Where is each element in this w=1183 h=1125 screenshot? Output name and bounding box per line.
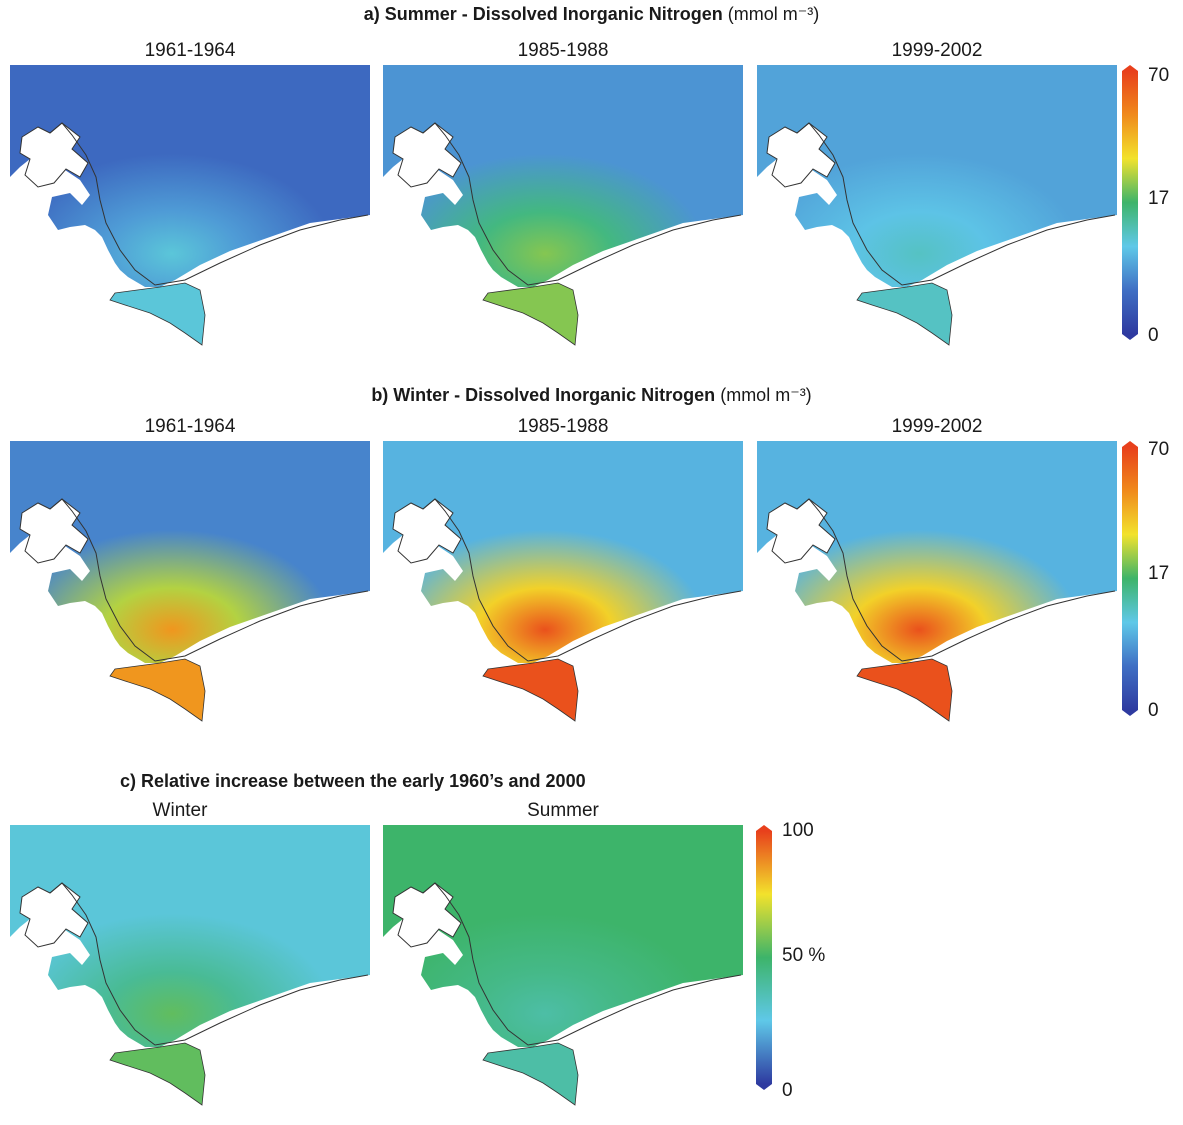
colorbar-max-cap	[756, 825, 772, 831]
colorbar-b-tick-mid: 17	[1148, 563, 1170, 584]
panel-b3-label: 1999-2002	[891, 416, 983, 437]
sea-field	[383, 825, 743, 1047]
lagoon-field	[483, 659, 578, 721]
panel-a2-label: 1985-1988	[517, 40, 609, 61]
lagoon-outline	[109, 658, 206, 722]
colorbar-min-cap	[756, 1084, 772, 1090]
colorbar-svg	[1122, 441, 1138, 716]
lagoon-outline	[856, 658, 953, 722]
lagoon-field	[483, 283, 578, 345]
map-svg	[383, 65, 743, 346]
panel-b2-label: 1985-1988	[517, 416, 609, 437]
sea-field	[10, 441, 370, 663]
map-panel-b2	[383, 441, 743, 741]
map-panel-a1	[10, 65, 370, 365]
coastline	[422, 122, 742, 286]
section-b-title-unit: (mmol m⁻³)	[720, 385, 812, 405]
map-svg	[757, 65, 1117, 346]
coastline	[49, 882, 369, 1046]
map-panel-a3	[757, 65, 1117, 365]
lagoon-field	[110, 283, 205, 345]
map-svg	[10, 825, 370, 1106]
colorbar-a-tick-max: 70	[1148, 65, 1170, 86]
sea-field	[10, 65, 370, 287]
lagoon-outline	[482, 658, 579, 722]
section-a-title: a) Summer - Dissolved Inorganic Nitrogen…	[0, 4, 1183, 25]
colorbar-svg	[1122, 65, 1138, 340]
map-panel-b3	[757, 441, 1117, 741]
sea-field	[383, 441, 743, 663]
colorbar-min-cap	[1122, 710, 1138, 716]
lagoon-outline	[109, 1042, 206, 1106]
map-svg	[757, 441, 1117, 722]
coastline	[422, 882, 742, 1046]
lagoon-outline	[482, 282, 579, 346]
colorbar-b-tick-min: 0	[1148, 700, 1159, 721]
sea-field	[10, 825, 370, 1047]
lagoon-outline	[109, 282, 206, 346]
colorbar-ramp	[1122, 447, 1138, 710]
lagoon-outline	[856, 282, 953, 346]
lagoon-field	[857, 659, 952, 721]
colorbar-svg	[756, 825, 772, 1090]
lagoon-field	[110, 1043, 205, 1105]
panel-a3-label: 1999-2002	[891, 40, 983, 61]
coastline	[796, 498, 1116, 662]
colorbar-b-tick-max: 70	[1148, 439, 1170, 460]
map-svg	[383, 825, 743, 1106]
lagoon-field	[483, 1043, 578, 1105]
colorbar-c	[756, 825, 772, 1090]
colorbar-c-tick-max: 100	[782, 820, 814, 841]
lagoon-outline	[482, 1042, 579, 1106]
lagoon-field	[857, 283, 952, 345]
section-b-title: b) Winter - Dissolved Inorganic Nitrogen…	[0, 385, 1183, 406]
lagoon-field	[110, 659, 205, 721]
map-panel-a2	[383, 65, 743, 365]
colorbar-max-cap	[1122, 65, 1138, 71]
map-panel-c1	[10, 825, 370, 1125]
map-panel-b1	[10, 441, 370, 741]
panel-c1-label: Winter	[152, 800, 208, 821]
panel-c2-label: Summer	[527, 800, 599, 821]
section-c-title-text: c) Relative increase between the early 1…	[120, 771, 586, 791]
map-svg	[10, 441, 370, 722]
map-svg	[10, 65, 370, 346]
sea-field	[757, 65, 1117, 287]
coastline	[49, 498, 369, 662]
section-b-title-text: b) Winter - Dissolved Inorganic Nitrogen	[371, 385, 716, 405]
colorbar-c-tick-mid: 50 %	[782, 945, 826, 966]
colorbar-min-cap	[1122, 334, 1138, 340]
sea-field	[383, 65, 743, 287]
colorbar-ramp	[756, 831, 772, 1084]
coastline	[49, 122, 369, 286]
section-a-title-text: a) Summer - Dissolved Inorganic Nitrogen	[363, 4, 723, 24]
colorbar-a-tick-min: 0	[1148, 325, 1159, 346]
colorbar-b	[1122, 441, 1138, 716]
colorbar-a	[1122, 65, 1138, 340]
panel-a1-label: 1961-1964	[144, 40, 236, 61]
colorbar-max-cap	[1122, 441, 1138, 447]
colorbar-a-tick-mid: 17	[1148, 188, 1170, 209]
section-c-title: c) Relative increase between the early 1…	[120, 771, 820, 792]
sea-field	[757, 441, 1117, 663]
coastline	[422, 498, 742, 662]
panel-b1-label: 1961-1964	[144, 416, 236, 437]
map-svg	[383, 441, 743, 722]
colorbar-c-tick-min: 0	[782, 1080, 793, 1101]
coastline	[796, 122, 1116, 286]
map-panel-c2	[383, 825, 743, 1125]
section-a-title-unit: (mmol m⁻³)	[727, 4, 820, 24]
colorbar-ramp	[1122, 71, 1138, 334]
